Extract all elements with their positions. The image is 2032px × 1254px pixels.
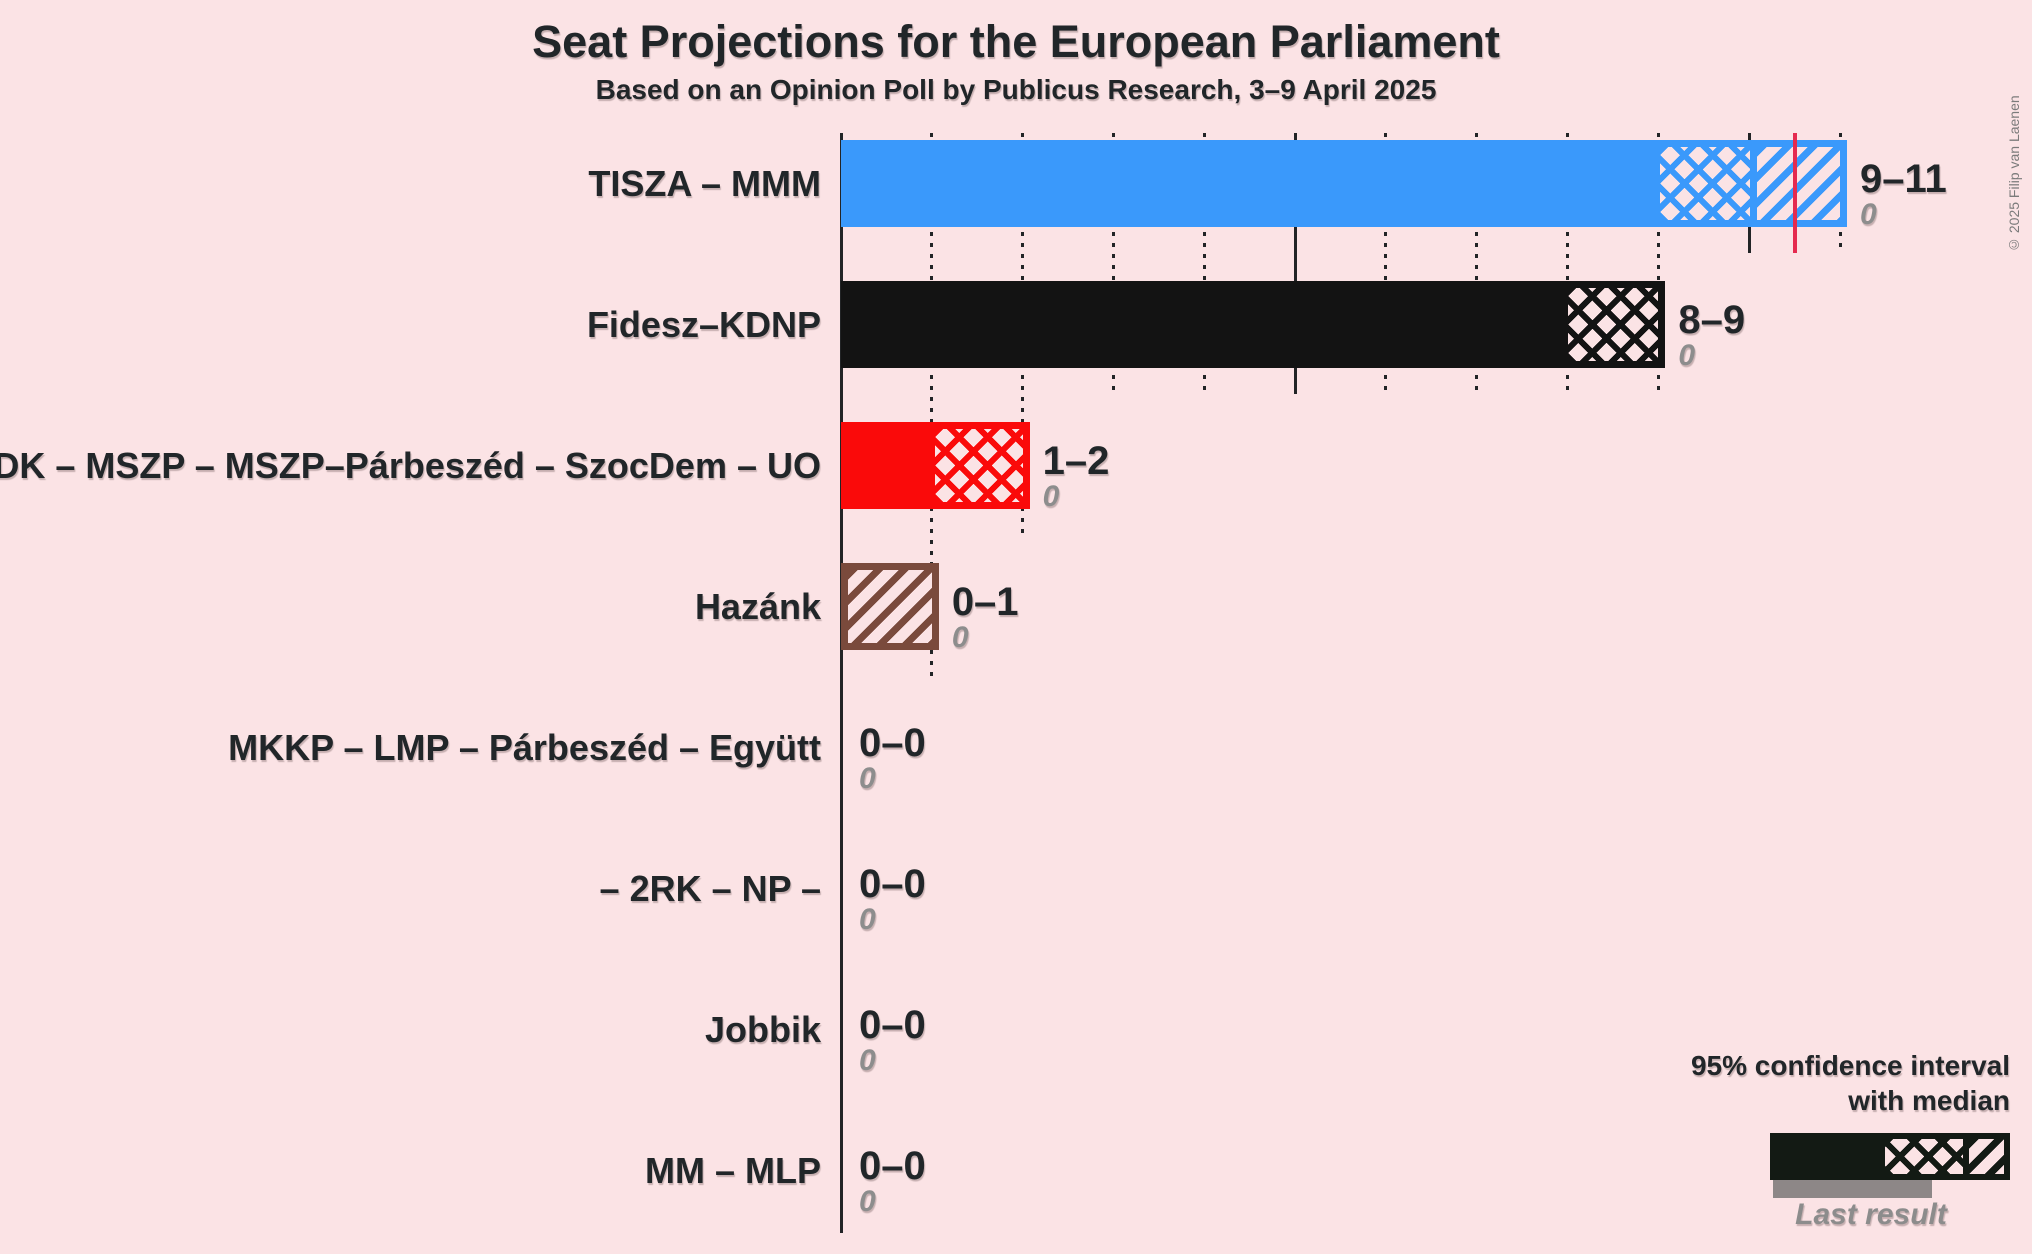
legend-last-result-sample-bar — [1773, 1180, 1932, 1198]
party-label: DK – MSZP – MSZP–Párbeszéd – SzocDem – U… — [0, 444, 821, 486]
legend-ci-label: 95% confidence interval with median — [1691, 1048, 2010, 1118]
majority-threshold-line — [1792, 133, 1797, 253]
legend-ci-line2: with median — [1848, 1085, 2010, 1116]
last-result-value: 0 — [951, 620, 969, 654]
gridline-seat-4 — [1202, 133, 1206, 394]
bar-solid-segment — [848, 288, 1569, 361]
bar-diagonal-segment — [848, 570, 932, 643]
legend-sample-crosshatch-segment — [1885, 1139, 1963, 1174]
last-result-value: 0 — [859, 1184, 876, 1218]
gridline-seat-7 — [1475, 133, 1479, 394]
seat-range-value: 0–0 — [859, 720, 926, 765]
confidence-interval-bar — [841, 140, 1848, 227]
seat-range-value: 9–11 — [1860, 156, 1947, 201]
copyright-notice: © 2025 Filip van Laenen — [2006, 95, 2022, 253]
party-label: TISZA – MMM — [588, 162, 821, 204]
bar-solid-segment — [848, 429, 936, 502]
party-label: Jobbik — [704, 1008, 821, 1050]
bar-solid-segment — [848, 147, 1660, 220]
party-label: Fidesz–KDNP — [586, 303, 821, 345]
gridline-seat-3 — [1111, 133, 1115, 394]
confidence-interval-bar — [841, 422, 1030, 509]
bar-crosshatch-segment — [1659, 147, 1750, 220]
last-result-value: 0 — [1678, 338, 1696, 372]
legend-last-result-label: Last result — [1795, 1198, 1947, 1231]
bar-crosshatch-segment — [935, 429, 1023, 502]
gridline-seat-1 — [930, 133, 934, 676]
last-result-value: 0 — [859, 1043, 876, 1077]
gridline-seat-5 — [1293, 133, 1297, 394]
gridline-seat-9 — [1656, 133, 1660, 394]
seat-range-value: 0–1 — [951, 579, 1019, 624]
chart-title: Seat Projections for the European Parlia… — [532, 16, 1500, 67]
party-label: MKKP – LMP – Párbeszéd – Együtt — [228, 726, 821, 768]
seat-range-value: 0–0 — [859, 1002, 926, 1047]
last-result-value: 0 — [1860, 197, 1877, 231]
legend-ci-line1: 95% confidence interval — [1690, 1050, 2010, 1081]
bar-crosshatch-segment — [1568, 288, 1659, 361]
chart-subtitle: Based on an Opinion Poll by Publicus Res… — [595, 74, 1437, 105]
confidence-interval-bar — [841, 563, 939, 650]
party-label: – 2RK – NP – — [599, 867, 821, 909]
seat-range-value: 0–0 — [859, 861, 926, 906]
legend-sample-solid-segment — [1776, 1139, 1886, 1174]
last-result-value: 0 — [859, 902, 876, 936]
party-label: Hazánk — [694, 585, 821, 627]
last-result-value: 0 — [1042, 479, 1060, 513]
last-result-value: 0 — [859, 761, 876, 795]
party-label: MM – MLP — [645, 1149, 821, 1191]
y-axis — [839, 133, 843, 1233]
legend-sample-diagonal-segment — [1962, 1139, 2004, 1174]
gridline-seat-8 — [1566, 133, 1570, 394]
seat-range-value: 1–2 — [1042, 438, 1110, 483]
gridline-seat-6 — [1384, 133, 1388, 394]
legend-ci-sample-bar — [1770, 1133, 2010, 1180]
seat-range-value: 0–0 — [859, 1143, 926, 1188]
confidence-interval-bar — [841, 281, 1666, 368]
seat-range-value: 8–9 — [1678, 297, 1746, 342]
